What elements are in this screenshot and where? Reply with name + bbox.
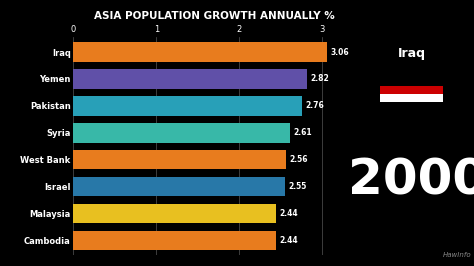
Bar xyxy=(73,69,307,89)
Text: 3.06: 3.06 xyxy=(331,48,349,57)
Bar xyxy=(73,231,276,250)
Bar xyxy=(380,94,443,102)
Text: 2.82: 2.82 xyxy=(311,74,329,84)
Text: 2.61: 2.61 xyxy=(293,128,312,137)
Bar xyxy=(73,96,302,116)
Bar xyxy=(73,42,327,62)
Bar xyxy=(380,102,443,110)
Text: 2.44: 2.44 xyxy=(279,209,298,218)
Text: 2.44: 2.44 xyxy=(279,236,298,245)
Text: Iraq: Iraq xyxy=(397,47,426,60)
Bar xyxy=(73,177,285,196)
Text: HawInfo: HawInfo xyxy=(443,252,472,258)
Bar xyxy=(380,86,443,94)
Text: 2.76: 2.76 xyxy=(306,101,325,110)
Title: ASIA POPULATION GROWTH ANNUALLY %: ASIA POPULATION GROWTH ANNUALLY % xyxy=(94,11,335,20)
Text: 2.55: 2.55 xyxy=(288,182,307,191)
Bar xyxy=(73,150,286,169)
Bar xyxy=(73,204,276,223)
Bar xyxy=(73,123,290,143)
Text: 2.56: 2.56 xyxy=(289,155,308,164)
Text: 2000: 2000 xyxy=(347,157,474,205)
